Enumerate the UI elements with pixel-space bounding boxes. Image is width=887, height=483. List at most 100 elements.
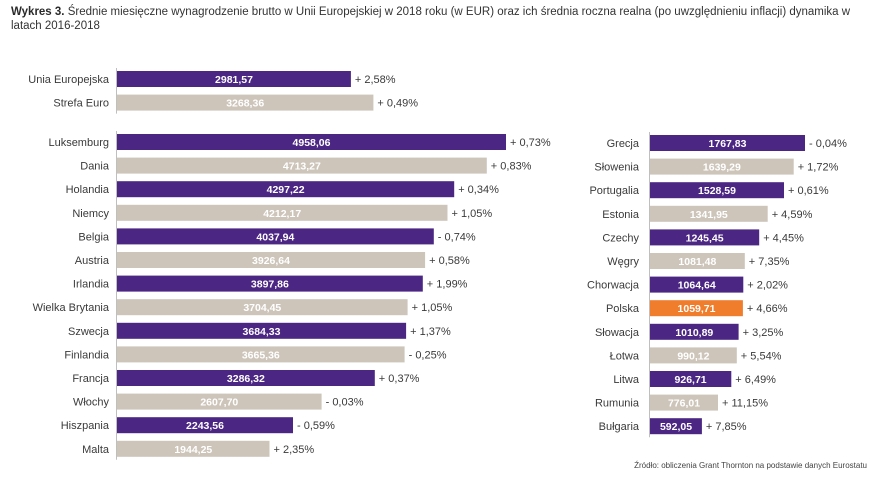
dynamics-label: + 4,59% [772, 209, 813, 221]
dynamics-label: + 3,25% [743, 327, 784, 339]
category-label: Niemcy [72, 208, 109, 220]
value-label: 1767,83 [709, 138, 747, 150]
value-label: 1010,89 [675, 327, 713, 339]
value-label: 1639,29 [703, 162, 741, 174]
value-label: 3926,64 [252, 255, 290, 267]
dynamics-label: + 2,58% [355, 74, 396, 86]
value-label: 4713,27 [283, 161, 321, 173]
category-label: Chorwacja [587, 280, 640, 292]
dynamics-label: + 11,15% [722, 398, 768, 410]
bar [117, 181, 455, 198]
dynamics-label: + 4,66% [747, 303, 788, 315]
category-label: Malta [82, 444, 110, 456]
bar [117, 71, 351, 87]
value-label: 4958,06 [293, 137, 331, 149]
dynamics-label: + 0,61% [788, 185, 829, 197]
category-label: Irlandia [73, 279, 110, 291]
bar [117, 228, 434, 245]
value-label: 4037,94 [256, 231, 294, 243]
bar [650, 323, 739, 340]
dynamics-label: + 0,37% [379, 373, 420, 385]
value-label: 1064,64 [678, 280, 716, 292]
category-label: Estonia [602, 209, 640, 221]
category-label: Węgry [607, 256, 639, 268]
value-label: 2243,56 [186, 420, 224, 432]
category-label: Francja [72, 373, 110, 385]
bar [650, 394, 718, 411]
value-label: 1944,25 [174, 444, 212, 456]
bar [117, 94, 374, 111]
category-label: Litwa [613, 374, 640, 386]
value-label: 3704,45 [243, 302, 281, 314]
bar [650, 300, 743, 317]
category-label: Portugalia [589, 185, 639, 197]
dynamics-label: + 0,49% [377, 98, 418, 110]
value-label: 3286,32 [227, 373, 265, 385]
bar [650, 229, 760, 246]
category-label: Hiszpania [61, 420, 110, 432]
dynamics-label: + 0,83% [491, 161, 532, 173]
value-label: 4297,22 [267, 184, 305, 196]
category-label: Czechy [602, 232, 639, 244]
value-label: 592,05 [660, 421, 692, 433]
bar [650, 276, 744, 293]
category-label: Grecja [607, 138, 640, 150]
category-label: Belgia [78, 231, 109, 243]
dynamics-label: + 0,58% [429, 255, 470, 267]
bar [650, 418, 702, 435]
category-label: Holandia [66, 184, 110, 196]
dynamics-label: + 0,34% [458, 184, 499, 196]
dynamics-label: + 6,49% [735, 374, 776, 386]
bar [117, 370, 375, 386]
bar [117, 346, 405, 363]
value-label: 1245,45 [686, 232, 724, 244]
value-label: 2981,57 [215, 74, 253, 86]
value-label: 3684,33 [243, 326, 281, 338]
value-label: 3665,36 [242, 349, 280, 361]
dynamics-label: + 1,99% [427, 279, 468, 291]
dynamics-label: + 2,35% [274, 444, 315, 456]
dynamics-label: + 1,37% [410, 326, 451, 338]
bar-group-left: Luksemburg 4958,06 + 0,73% Dania 4713,27 + 0,… [33, 131, 551, 460]
dynamics-label: + 7,35% [749, 256, 790, 268]
bar [117, 134, 506, 150]
category-label: Dania [80, 161, 110, 173]
value-label: 990,12 [677, 350, 709, 362]
chart-title-label: Wykres 3. [11, 6, 65, 18]
category-label: Włochy [73, 397, 110, 409]
category-label: Luksemburg [48, 137, 109, 149]
category-label: Polska [606, 303, 640, 315]
category-label: Rumunia [595, 398, 640, 410]
dynamics-label: + 0,73% [510, 137, 551, 149]
category-label: Unia Europejska [28, 74, 110, 86]
source-note: Źródło: obliczenia Grant Thornton na pod… [634, 461, 867, 470]
category-label: Bułgaria [599, 421, 640, 433]
bar [650, 182, 784, 199]
category-label: Wielka Brytania [33, 302, 110, 314]
bar [117, 322, 407, 339]
category-label: Szwecja [68, 326, 110, 338]
category-label: Słowacja [595, 327, 640, 339]
value-label: 3268,36 [226, 98, 264, 110]
bar [650, 253, 745, 269]
value-label: 926,71 [675, 374, 707, 386]
chart-title: Wykres 3. Średnie miesięczne wynagrodzen… [11, 5, 871, 33]
bar-group-aggregates: Unia Europejska 2981,57 + 2,58% Strefa Euro… [28, 68, 418, 114]
category-label: Słowenia [594, 162, 640, 174]
dynamics-label: - 0,04% [809, 138, 847, 150]
dynamics-label: + 5,54% [741, 350, 782, 362]
bar [117, 275, 423, 292]
bar-group-right: Grecja 1767,83 - 0,04% Słowenia 1639,29 + 1,7… [587, 132, 847, 438]
dynamics-label: - 0,74% [438, 231, 476, 243]
value-label: 3897,86 [251, 279, 289, 291]
bar [117, 299, 408, 316]
bar [117, 417, 293, 434]
dynamics-label: - 0,03% [326, 397, 364, 409]
value-label: 1059,71 [678, 303, 716, 315]
value-label: 776,01 [668, 398, 700, 410]
dynamics-label: + 1,72% [798, 162, 839, 174]
bar [117, 440, 270, 457]
bar [117, 204, 448, 221]
bar [650, 205, 768, 222]
